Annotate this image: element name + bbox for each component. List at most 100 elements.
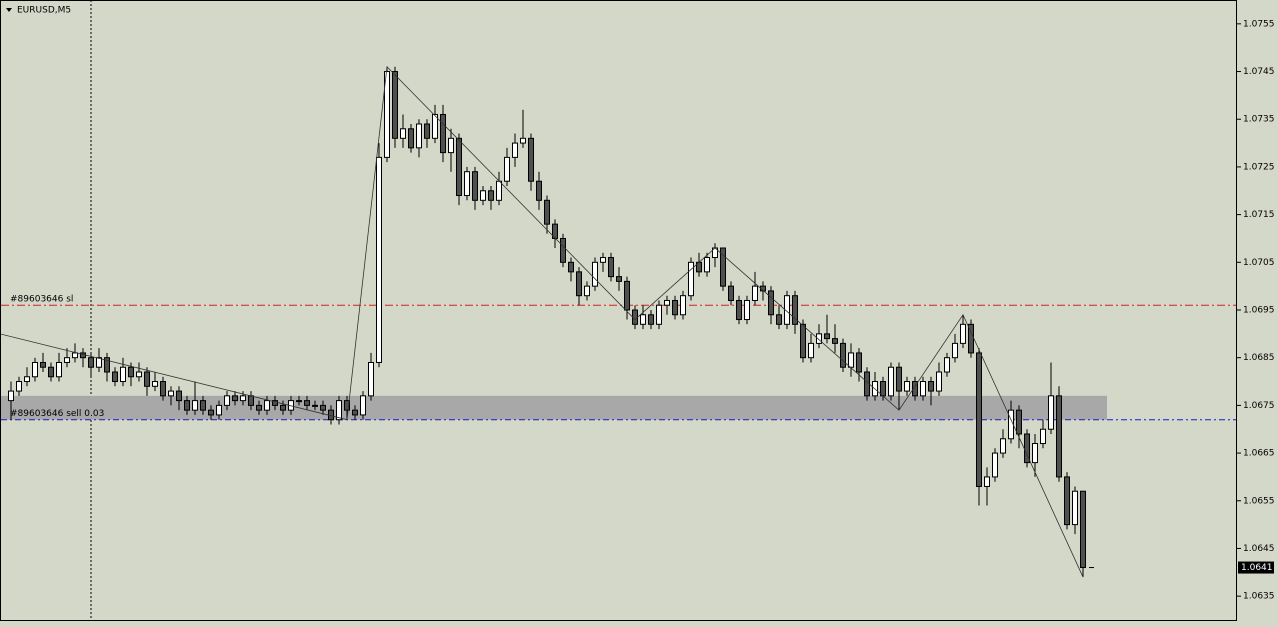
chart-title: EURUSD,M5 (17, 6, 71, 16)
candle-body (632, 309, 638, 325)
candle-body (720, 247, 726, 287)
y-tick-label: 1.0655 (1243, 496, 1275, 506)
candle-body (88, 357, 94, 368)
candle-body (672, 299, 678, 316)
candle-body (264, 400, 270, 411)
candle-body (936, 371, 942, 392)
candle-body (40, 361, 46, 368)
candle-body (432, 113, 438, 139)
candle-body (1040, 428, 1046, 445)
y-tick-label: 1.0675 (1243, 401, 1275, 411)
candle-body (800, 323, 806, 359)
candle-body (840, 342, 846, 368)
candle-body (848, 352, 854, 368)
candle-body (960, 323, 966, 344)
candle-body (880, 381, 886, 397)
candle-body (824, 333, 830, 340)
plot-frame (0, 0, 1237, 621)
candle-body (456, 137, 462, 197)
candle-body (56, 361, 62, 378)
candle-body (384, 71, 390, 158)
candle-body (280, 404, 286, 411)
candle-body (640, 314, 646, 325)
candle-body (24, 376, 30, 383)
candle-body (656, 304, 662, 325)
candle-body (1000, 438, 1006, 454)
candle-body (192, 400, 198, 411)
menu-arrow[interactable] (6, 8, 12, 12)
candle-body (744, 299, 750, 321)
candle-body (144, 371, 150, 387)
candle-body (736, 299, 742, 321)
y-tick-label: 1.0645 (1243, 544, 1275, 554)
order-label: #89603646 sell 0.03 (10, 409, 104, 419)
y-tick-label: 1.0725 (1243, 162, 1275, 172)
candle-body (920, 381, 926, 397)
candle-body (576, 271, 582, 297)
candle-body (512, 142, 518, 158)
candle-body (240, 395, 246, 402)
candle-body (96, 357, 102, 368)
candle-body (416, 123, 422, 149)
candle-body (296, 400, 302, 403)
candle-body (224, 395, 230, 406)
candle-body (48, 366, 54, 378)
y-tick-label: 1.0735 (1243, 115, 1275, 125)
candle-body (232, 395, 238, 402)
candle-body (528, 137, 534, 182)
candle-body (488, 190, 494, 201)
candle-body (72, 352, 78, 359)
candle-body (504, 156, 510, 182)
candle-body (520, 137, 526, 144)
y-tick-label: 1.0635 (1243, 592, 1275, 602)
candle-body (856, 352, 862, 373)
candle-body (704, 257, 710, 273)
candle-body (320, 404, 326, 411)
candle-body (600, 257, 606, 263)
candle-body (624, 280, 630, 311)
candle-body (408, 128, 414, 149)
plot: #89603646 sl #89603646 sell 0.03 (0, 65, 1237, 578)
candle-body (304, 400, 310, 406)
candle-body (568, 261, 574, 273)
candle-body (112, 371, 118, 383)
candle-body (464, 171, 470, 197)
candle-body (16, 381, 22, 392)
candle-body (392, 71, 398, 139)
candle-body (584, 285, 590, 297)
candle-body (984, 476, 990, 487)
candle-body (992, 452, 998, 478)
candle-body (1080, 490, 1086, 569)
candle-body (480, 190, 486, 201)
candle-body (688, 261, 694, 297)
candle-body (1016, 409, 1022, 435)
candle-body (312, 404, 318, 407)
candle-body (1064, 476, 1070, 526)
candle-body (560, 237, 566, 263)
candle-body (184, 400, 190, 411)
candle-body (776, 314, 782, 325)
candle-body (344, 400, 350, 411)
candle-body (200, 400, 206, 411)
candle-body (976, 352, 982, 487)
candle-body (272, 400, 278, 406)
zigzag-line (0, 65, 1084, 578)
candle-body (912, 381, 918, 397)
candle-body (1072, 490, 1078, 526)
candle-body (752, 285, 758, 301)
candle-body (648, 314, 654, 325)
candle-body (352, 409, 358, 416)
candle-body (928, 381, 934, 392)
y-tick-label: 1.0695 (1243, 306, 1275, 316)
candle-body (1048, 395, 1054, 430)
candle-body (808, 342, 814, 359)
candle-body (816, 333, 822, 344)
y-tick-label: 1.0665 (1243, 449, 1275, 459)
candle-body (1056, 395, 1062, 478)
candle-body (616, 276, 622, 282)
candle-body (440, 113, 446, 154)
y-tick-label: 1.0745 (1243, 67, 1275, 77)
